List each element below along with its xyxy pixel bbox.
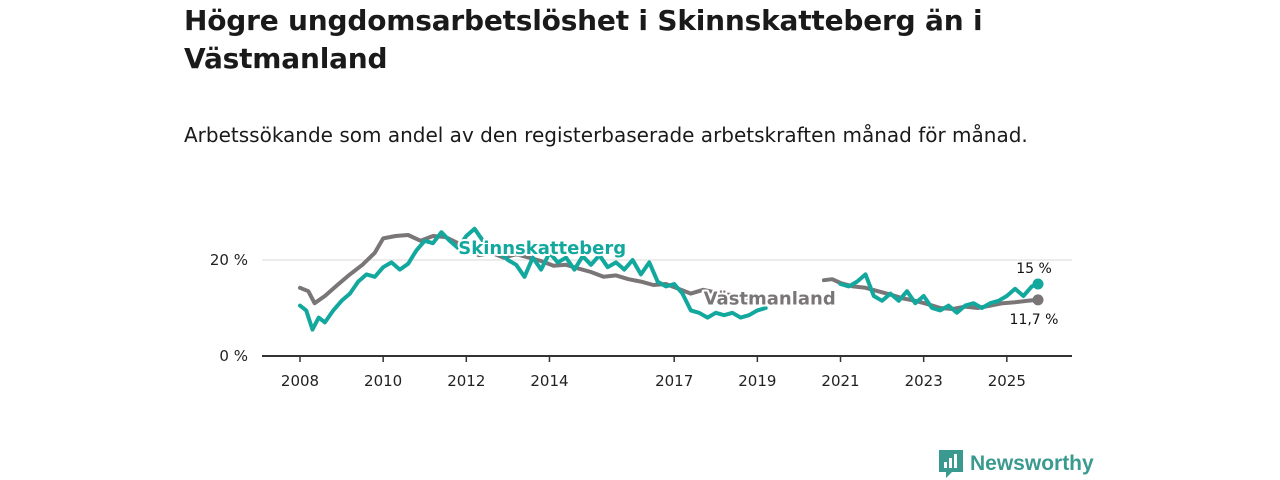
chart-title: Högre ungdomsarbetslöshet i Skinnskatteb… — [184, 4, 983, 75]
end-value-label-skinnskatteberg: 15 % — [1016, 261, 1052, 277]
x-tick-label: 2017 — [655, 372, 693, 390]
series-name-label-skinnskatteberg: Skinnskatteberg — [458, 238, 626, 259]
series-lines — [298, 226, 1040, 332]
end-point-skinnskatteberg — [1032, 278, 1044, 290]
series-line-vastmanland — [298, 233, 768, 306]
y-axis-ticks: 0 % 20 % — [210, 251, 248, 365]
x-tick-label: 2010 — [364, 372, 402, 390]
x-tick-label: 2023 — [905, 372, 943, 390]
chart-subtitle: Arbetssökande som andel av den registerb… — [184, 123, 1028, 147]
newsworthy-logo: Newsworthy — [938, 449, 1094, 479]
x-tick-label: 2019 — [738, 372, 776, 390]
y-tick-label: 0 % — [219, 347, 248, 365]
end-value-label-vastmanland: 11,7 % — [1010, 312, 1059, 328]
x-axis-ticks: 2008 2010 2012 2014 2017 2019 2021 2023 2025 — [281, 356, 1026, 390]
gridlines — [262, 259, 1072, 357]
x-tick-label: 2021 — [821, 372, 859, 390]
x-tick-label: 2008 — [281, 372, 319, 390]
x-tick-label: 2025 — [988, 372, 1026, 390]
newsworthy-logo-icon — [939, 450, 963, 478]
series-labels: 11,7 % 15 % Västmanland Skinnskatteberg — [456, 236, 1059, 328]
x-tick-label: 2014 — [530, 372, 568, 390]
end-point-vastmanland — [1032, 294, 1044, 306]
series-line-skinnskatteberg — [298, 226, 768, 332]
series-name-label-vastmanland: Västmanland — [704, 288, 836, 309]
series-line-skinnskatteberg — [838, 272, 1040, 315]
x-tick-label: 2012 — [447, 372, 485, 390]
y-tick-label: 20 % — [210, 251, 248, 269]
brand-name: Newsworthy — [970, 452, 1094, 475]
